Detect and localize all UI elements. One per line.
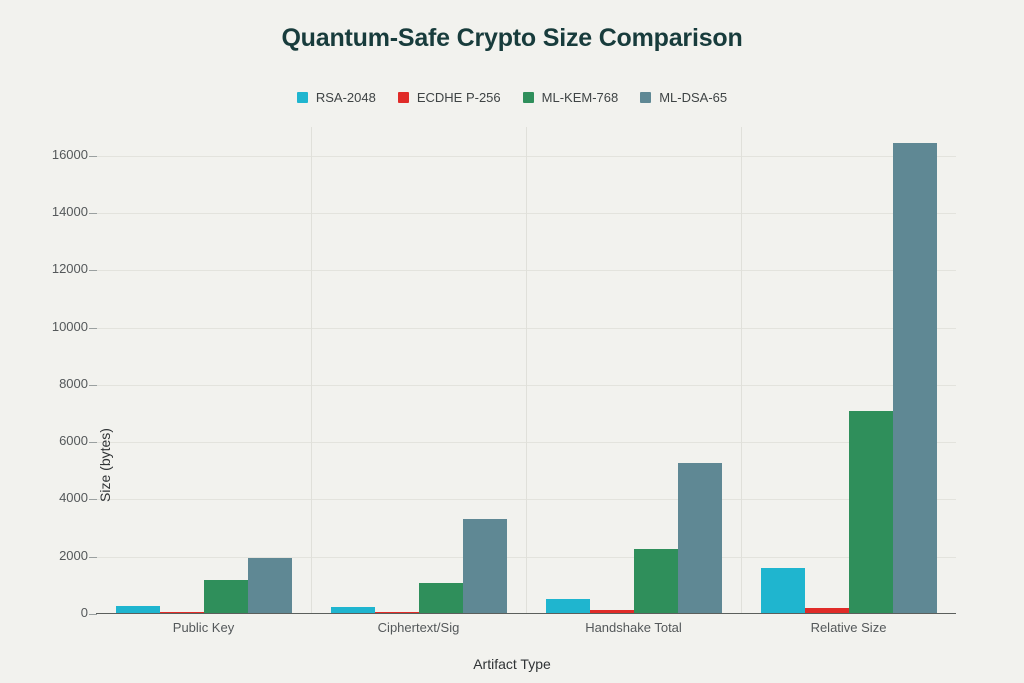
- chart-title: Quantum-Safe Crypto Size Comparison: [281, 24, 743, 52]
- bar-group: [96, 127, 311, 614]
- y-axis-tick-mark: [89, 270, 97, 272]
- legend-item-ml-kem-768[interactable]: ML-KEM-768: [522, 90, 619, 105]
- bar[interactable]: [203, 580, 248, 614]
- y-axis-tick-mark: [89, 556, 97, 558]
- gridline-vertical: [526, 127, 527, 614]
- bar[interactable]: [247, 558, 292, 614]
- y-axis-title: Size (bytes): [97, 428, 113, 502]
- bar-group: [526, 127, 741, 614]
- y-axis-tick-mark: [89, 499, 97, 501]
- y-axis-tick-mark: [89, 614, 97, 615]
- y-axis-tick-mark: [89, 327, 97, 329]
- bars: [741, 127, 956, 614]
- bar[interactable]: [633, 548, 678, 614]
- bar[interactable]: [760, 568, 805, 614]
- bar[interactable]: [892, 142, 937, 614]
- legend-item-ml-dsa-65[interactable]: ML-DSA-65: [640, 90, 727, 105]
- bar[interactable]: [418, 582, 463, 614]
- y-axis-tick-mark: [89, 212, 97, 214]
- bar[interactable]: [804, 608, 849, 614]
- legend-label: ML-KEM-768: [541, 90, 619, 105]
- x-axis-tick-label: Handshake Total: [585, 620, 682, 635]
- legend-label: ECDHE P-256: [416, 90, 501, 105]
- gridline-vertical: [311, 127, 312, 614]
- bars: [96, 127, 311, 614]
- chart-legend: RSA-2048 ECDHE P-256 ML-KEM-768 ML-DSA-6…: [0, 90, 1024, 105]
- legend-label: RSA-2048: [315, 90, 376, 105]
- bar[interactable]: [848, 410, 893, 614]
- y-axis-tick-mark: [89, 442, 97, 444]
- bars: [526, 127, 741, 614]
- bar[interactable]: [115, 606, 160, 614]
- legend-swatch-icon: [397, 92, 409, 103]
- bar[interactable]: [545, 598, 590, 614]
- legend-swatch-icon: [640, 92, 652, 103]
- bar-groups: [96, 127, 956, 614]
- y-axis-tick-mark: [89, 155, 97, 157]
- x-axis-tick-label: Ciphertext/Sig: [377, 620, 460, 635]
- bar-group: [741, 127, 956, 614]
- bar[interactable]: [677, 463, 722, 614]
- legend-swatch-icon: [296, 92, 308, 103]
- x-axis-title: Artifact Type: [473, 656, 551, 672]
- bar[interactable]: [589, 610, 634, 614]
- gridlines: [96, 127, 956, 614]
- bar-group: [311, 127, 526, 614]
- x-axis-line: [96, 612, 956, 614]
- plot-area: Size (bytes): [96, 127, 956, 614]
- legend-item-ecdhe-p-256[interactable]: ECDHE P-256: [397, 90, 501, 105]
- x-axis-tick-label: Relative Size: [810, 620, 887, 635]
- bars: [311, 127, 526, 614]
- x-axis-ticks: Public Key Ciphertext/Sig Handshake Total R…: [96, 620, 956, 635]
- x-axis-tick-label: Public Key: [172, 620, 235, 635]
- bar[interactable]: [330, 606, 375, 614]
- legend-swatch-icon: [522, 92, 534, 103]
- bar[interactable]: [462, 519, 507, 614]
- y-axis-tick-mark: [89, 384, 97, 386]
- legend-label: ML-DSA-65: [659, 90, 728, 105]
- gridline-vertical: [741, 127, 742, 614]
- legend-item-rsa-2048[interactable]: RSA-2048: [296, 90, 376, 105]
